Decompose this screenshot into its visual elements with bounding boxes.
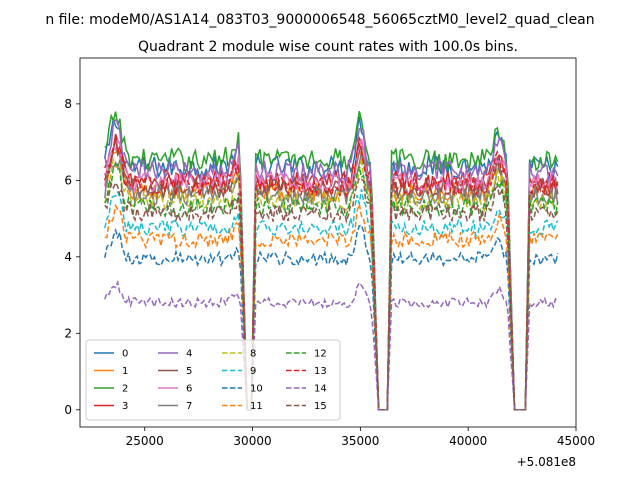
legend-label-10: 10 [250, 384, 263, 395]
legend-label-9: 9 [250, 366, 256, 377]
legend-label-13: 13 [314, 366, 327, 377]
x-tick-label: 30000 [233, 434, 271, 448]
legend-label-6: 6 [186, 384, 192, 395]
series-line-10 [104, 224, 559, 411]
chart-title: Quadrant 2 module wise count rates with … [138, 39, 518, 55]
series-line-15 [104, 177, 559, 411]
x-axis: 25000 30000 35000 40000 45000 [126, 427, 595, 448]
legend-label-15: 15 [314, 401, 327, 412]
y-axis: 0 2 4 6 8 [64, 97, 80, 417]
y-tick-label: 4 [64, 250, 72, 264]
chart-suptitle: n file: modeM0/AS1A14_083T03_9000006548_… [45, 12, 594, 28]
series-line-4 [104, 118, 559, 411]
x-axis-offset-label: +5.081e8 [517, 455, 576, 469]
legend-label-1: 1 [122, 366, 128, 377]
plot-frame [79, 57, 577, 428]
y-tick-label: 8 [64, 97, 72, 111]
legend-label-14: 14 [314, 384, 327, 395]
series-line-6 [104, 138, 559, 411]
legend-label-4: 4 [186, 349, 192, 360]
x-tick-label: 35000 [341, 434, 379, 448]
series-line-2 [104, 111, 559, 411]
series-layer [104, 111, 559, 411]
legend-label-5: 5 [186, 366, 192, 377]
series-line-14 [104, 279, 559, 411]
y-tick-label: 0 [64, 403, 72, 417]
x-tick-label: 45000 [557, 434, 595, 448]
series-line-8 [104, 157, 559, 411]
series-line-11 [104, 203, 559, 411]
series-line-13 [104, 136, 559, 411]
y-tick-label: 6 [64, 173, 72, 187]
legend-label-8: 8 [250, 349, 256, 360]
x-tick-label: 25000 [126, 434, 164, 448]
x-tick-label: 40000 [449, 434, 487, 448]
legend-label-11: 11 [250, 401, 263, 412]
legend-box [85, 339, 341, 421]
series-line-0 [104, 116, 559, 411]
legend-label-0: 0 [122, 349, 128, 360]
legend-label-7: 7 [186, 401, 192, 412]
legend-label-12: 12 [314, 349, 327, 360]
legend-label-2: 2 [122, 384, 128, 395]
y-tick-label: 2 [64, 326, 72, 340]
legend-label-3: 3 [122, 401, 128, 412]
series-line-12 [104, 163, 559, 411]
